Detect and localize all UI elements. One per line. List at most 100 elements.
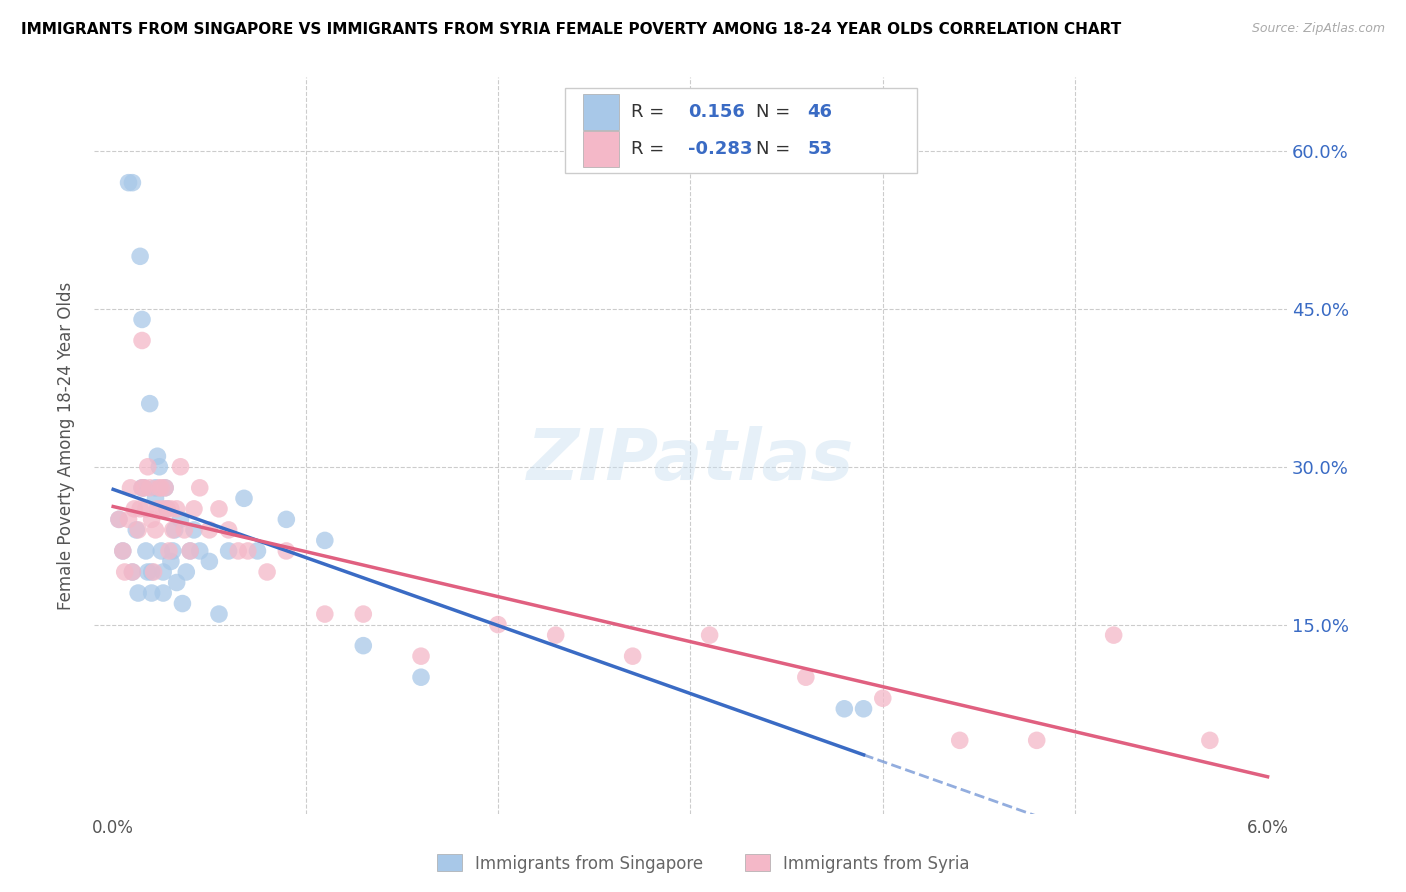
- Point: [127, 586, 149, 600]
- Point: [145, 523, 167, 537]
- Point: [621, 649, 644, 664]
- Point: [949, 733, 972, 747]
- Point: [141, 512, 163, 526]
- Point: [138, 481, 160, 495]
- Point: [152, 586, 174, 600]
- Legend: Immigrants from Singapore, Immigrants from Syria: Immigrants from Singapore, Immigrants fr…: [430, 847, 976, 880]
- Point: [136, 565, 159, 579]
- Point: [872, 691, 894, 706]
- Point: [183, 501, 205, 516]
- Point: [188, 544, 211, 558]
- Point: [157, 544, 180, 558]
- Point: [226, 544, 249, 558]
- Point: [544, 628, 567, 642]
- Point: [352, 639, 374, 653]
- Point: [146, 449, 169, 463]
- Point: [131, 334, 153, 348]
- Point: [142, 565, 165, 579]
- Text: ZIPatlas: ZIPatlas: [527, 426, 853, 495]
- Point: [152, 565, 174, 579]
- Point: [218, 544, 240, 558]
- Point: [114, 565, 136, 579]
- Point: [162, 544, 184, 558]
- Point: [135, 501, 157, 516]
- Point: [409, 649, 432, 664]
- Point: [179, 544, 201, 558]
- Point: [1025, 733, 1047, 747]
- Text: Source: ZipAtlas.com: Source: ZipAtlas.com: [1251, 22, 1385, 36]
- Point: [136, 459, 159, 474]
- Point: [132, 481, 155, 495]
- Point: [141, 565, 163, 579]
- Point: [117, 512, 139, 526]
- Point: [111, 544, 134, 558]
- FancyBboxPatch shape: [565, 88, 917, 173]
- Point: [135, 544, 157, 558]
- Point: [145, 481, 167, 495]
- Text: N =: N =: [756, 103, 796, 121]
- Point: [121, 176, 143, 190]
- Point: [108, 512, 131, 526]
- Point: [314, 607, 336, 621]
- Point: [172, 597, 194, 611]
- Point: [163, 523, 186, 537]
- Point: [166, 501, 188, 516]
- Point: [132, 481, 155, 495]
- Point: [120, 481, 142, 495]
- Point: [1102, 628, 1125, 642]
- Point: [208, 607, 231, 621]
- Point: [198, 523, 221, 537]
- Point: [160, 554, 183, 568]
- Point: [179, 544, 201, 558]
- Point: [160, 501, 183, 516]
- Point: [352, 607, 374, 621]
- Point: [150, 481, 173, 495]
- Point: [131, 481, 153, 495]
- Text: 46: 46: [807, 103, 832, 121]
- Point: [233, 491, 256, 506]
- Text: R =: R =: [631, 103, 669, 121]
- Point: [152, 501, 174, 516]
- Point: [148, 459, 170, 474]
- Bar: [583, 131, 619, 167]
- Point: [256, 565, 278, 579]
- Text: 0.156: 0.156: [688, 103, 745, 121]
- Point: [276, 512, 298, 526]
- Point: [127, 523, 149, 537]
- Point: [131, 312, 153, 326]
- Text: IMMIGRANTS FROM SINGAPORE VS IMMIGRANTS FROM SYRIA FEMALE POVERTY AMONG 18-24 YE: IMMIGRANTS FROM SINGAPORE VS IMMIGRANTS …: [21, 22, 1122, 37]
- Text: N =: N =: [756, 140, 796, 158]
- Point: [150, 544, 173, 558]
- Point: [276, 544, 298, 558]
- Point: [852, 702, 875, 716]
- Text: -0.283: -0.283: [688, 140, 752, 158]
- Point: [121, 565, 143, 579]
- Y-axis label: Female Poverty Among 18-24 Year Olds: Female Poverty Among 18-24 Year Olds: [58, 282, 75, 610]
- Point: [183, 523, 205, 537]
- Point: [153, 481, 176, 495]
- Point: [117, 176, 139, 190]
- Text: 53: 53: [807, 140, 832, 158]
- Point: [486, 617, 509, 632]
- Point: [246, 544, 269, 558]
- Point: [169, 512, 191, 526]
- Point: [156, 501, 179, 516]
- Point: [218, 523, 240, 537]
- Point: [236, 544, 259, 558]
- Point: [111, 544, 134, 558]
- Point: [129, 501, 152, 516]
- Point: [1199, 733, 1222, 747]
- Point: [153, 481, 176, 495]
- Point: [699, 628, 721, 642]
- Point: [131, 481, 153, 495]
- Point: [314, 533, 336, 548]
- Point: [174, 565, 197, 579]
- Point: [138, 397, 160, 411]
- Point: [409, 670, 432, 684]
- Point: [124, 501, 146, 516]
- Point: [166, 575, 188, 590]
- Point: [125, 523, 148, 537]
- Point: [208, 501, 231, 516]
- Point: [148, 481, 170, 495]
- Point: [156, 501, 179, 516]
